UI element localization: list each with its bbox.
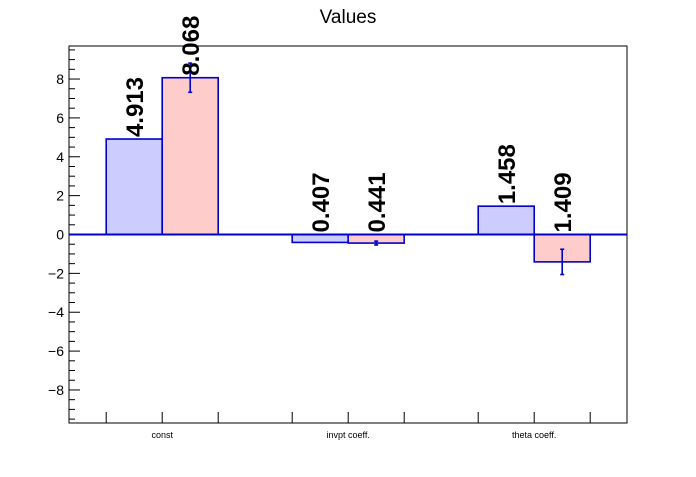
category-label: invpt coeff. bbox=[327, 430, 370, 440]
category-label: theta coeff. bbox=[512, 430, 556, 440]
bar bbox=[291, 233, 350, 244]
bar bbox=[105, 138, 163, 236]
chart-title: Values bbox=[320, 7, 377, 28]
y-tick-label: 4 bbox=[56, 149, 64, 165]
category-label: const bbox=[151, 430, 173, 440]
bar bbox=[477, 205, 536, 236]
value-label: 8.068 bbox=[178, 16, 205, 76]
value-label: 4.913 bbox=[122, 77, 149, 137]
value-label: 0.441 bbox=[364, 172, 391, 232]
value-label: 1.409 bbox=[550, 172, 577, 232]
y-tick-label: 6 bbox=[56, 110, 64, 126]
y-tick-label: 2 bbox=[56, 188, 64, 204]
bar bbox=[161, 76, 219, 236]
y-tick-label: −4 bbox=[48, 304, 64, 320]
y-tick-label: −8 bbox=[48, 382, 64, 398]
y-tick-label: −6 bbox=[48, 343, 64, 359]
y-tick-label: 0 bbox=[56, 227, 64, 243]
y-tick-label: 8 bbox=[56, 71, 64, 87]
y-tick-label: −2 bbox=[48, 265, 64, 281]
value-label: 0.407 bbox=[308, 172, 335, 232]
value-label: 1.458 bbox=[494, 144, 521, 204]
